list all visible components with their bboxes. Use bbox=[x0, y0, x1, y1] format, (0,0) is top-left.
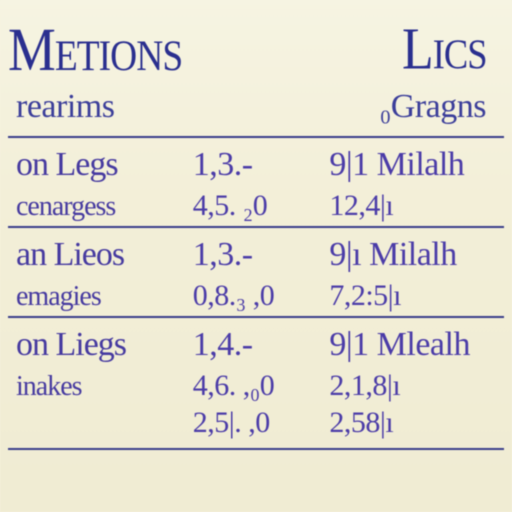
table-row: an Lieos 1,3.- 9|ı Milalh bbox=[8, 234, 504, 277]
table-row: on Legs 1,3.- 9|1 Milalh bbox=[8, 144, 504, 187]
row-label: inakes bbox=[16, 369, 193, 404]
row-val-left: 4,5. ₂0 bbox=[193, 187, 330, 225]
row-label: emagies bbox=[16, 279, 193, 314]
row-label: an Lieos bbox=[16, 234, 193, 277]
row-val-left: 1,3.- bbox=[193, 144, 330, 187]
subtitle-left: rearims bbox=[16, 88, 114, 126]
row-val-left: 2,5|. ,0 bbox=[193, 404, 330, 442]
table-row: inakes 4,6. ,₀0 2,1,8|ı bbox=[8, 367, 504, 405]
group-2: an Lieos 1,3.- 9|ı Milalh emagies 0,8.₃ … bbox=[8, 226, 504, 314]
row-label: cenargess bbox=[16, 189, 193, 224]
subtitle-row: rearims ₀Gragns bbox=[0, 88, 512, 126]
row-label: on Liegs bbox=[16, 324, 193, 367]
row-val-left: 4,6. ,₀0 bbox=[193, 367, 330, 405]
title-row: Metions Lics bbox=[0, 18, 512, 82]
group-1: on Legs 1,3.- 9|1 Milalh cenargess 4,5. … bbox=[8, 136, 504, 224]
row-val-right: 9|1 Milalh bbox=[329, 144, 490, 187]
row-val-right: 9|ı Milalh bbox=[329, 234, 490, 277]
row-label: on Legs bbox=[16, 144, 193, 187]
table-row: cenargess 4,5. ₂0 12,4|ı bbox=[8, 187, 504, 225]
title-right: Lics bbox=[402, 15, 487, 85]
table-row: on Liegs 1,4.- 9|1 Mlealh bbox=[8, 324, 504, 367]
row-val-left: 1,3.- bbox=[193, 234, 330, 277]
table-row: 2,5|. ,0 2,58|ı bbox=[8, 404, 504, 442]
subtitle-right: ₀Gragns bbox=[379, 88, 486, 126]
group-3: on Liegs 1,4.- 9|1 Mlealh inakes 4,6. ,₀… bbox=[8, 316, 504, 450]
title-left: Metions bbox=[8, 15, 182, 85]
row-val-left: 1,4.- bbox=[193, 324, 330, 367]
table-row: emagies 0,8.₃ ,0 7,2:5|ı bbox=[8, 277, 504, 315]
row-val-left: 0,8.₃ ,0 bbox=[193, 277, 330, 315]
row-val-right: 12,4|ı bbox=[329, 187, 490, 225]
row-val-right: 9|1 Mlealh bbox=[329, 324, 490, 367]
row-val-right: 2,1,8|ı bbox=[329, 367, 490, 405]
row-val-right: 2,58|ı bbox=[329, 404, 490, 442]
row-val-right: 7,2:5|ı bbox=[329, 277, 490, 315]
